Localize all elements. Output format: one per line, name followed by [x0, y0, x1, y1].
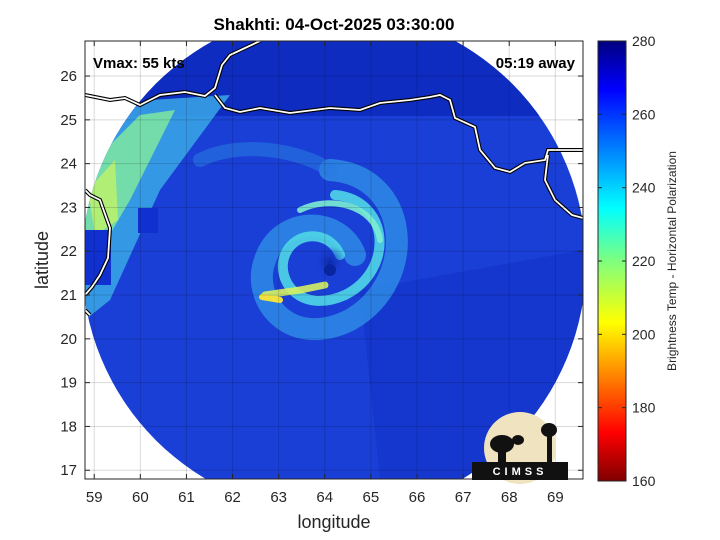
y-tick-label: 18 [60, 418, 77, 435]
x-tick-label: 60 [132, 489, 149, 506]
axes-box [84, 40, 584, 480]
gridlines [85, 41, 583, 479]
colorbar-tick-label: 200 [632, 326, 656, 342]
rainband-spiral [193, 142, 408, 341]
colorbar-tick-label: 240 [632, 180, 656, 196]
x-tick-labels: 59 60 61 62 63 64 65 66 67 68 69 [86, 489, 564, 506]
x-tick-label: 66 [409, 489, 426, 506]
colorbar [597, 40, 627, 482]
coastline [85, 41, 583, 317]
y-tick-label: 19 [60, 375, 77, 392]
x-tick-label: 65 [363, 489, 380, 506]
colorbar-ticks: 160 180 200 220 240 260 280 [598, 33, 656, 489]
tower-icon [547, 432, 552, 462]
vmax-annotation: Vmax: 55 kts [93, 55, 185, 72]
chart-title: Shakhti: 04-Oct-2025 03:30:00 [214, 15, 455, 34]
storm-eye [314, 246, 346, 278]
y-tick-label: 24 [60, 156, 77, 173]
x-tick-label: 64 [316, 489, 333, 506]
y-tick-label: 25 [60, 112, 77, 129]
x-tick-label: 69 [547, 489, 564, 506]
x-tick-label: 63 [270, 489, 287, 506]
y-tick-label: 20 [60, 331, 77, 348]
y-tick-label: 26 [60, 68, 77, 85]
colorbar-tick-label: 220 [632, 253, 656, 269]
cimss-logo: CIMSS [472, 412, 568, 484]
logo-text: CIMSS [493, 466, 548, 478]
time-offset-annotation: 05:19 away [496, 55, 576, 72]
y-tick-labels: 17 18 19 20 21 22 23 24 25 26 [60, 68, 77, 479]
y-tick-label: 23 [60, 199, 77, 216]
colorbar-tick-label: 280 [632, 33, 656, 49]
y-tick-label: 21 [60, 287, 77, 304]
y-tick-label: 22 [60, 243, 77, 260]
colorbar-label: Brightness Temp - Horizontal Polarizatio… [665, 151, 679, 371]
x-axis-label: longitude [297, 512, 370, 532]
x-tick-label: 62 [224, 489, 241, 506]
x-tick-label: 67 [455, 489, 472, 506]
x-tick-label: 59 [86, 489, 103, 506]
colorbar-tick-label: 160 [632, 473, 656, 489]
colorbar-tick-label: 260 [632, 106, 656, 122]
x-tick-label: 68 [501, 489, 518, 506]
y-axis-label: latitude [32, 231, 52, 289]
x-tick-label: 61 [178, 489, 195, 506]
satellite-dish-icon [490, 435, 514, 453]
colorbar-tick-label: 180 [632, 400, 656, 416]
y-tick-label: 17 [60, 462, 77, 479]
